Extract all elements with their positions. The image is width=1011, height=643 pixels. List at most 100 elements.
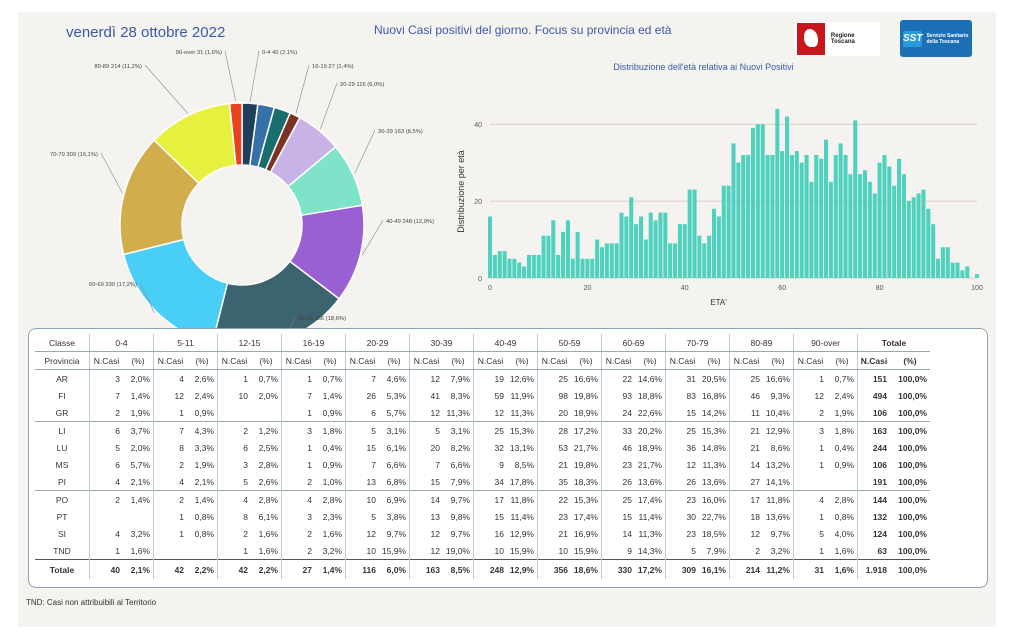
- total-pct-cell: 100,0%: [898, 442, 927, 453]
- histogram-bar: [624, 216, 629, 278]
- histogram-bar: [619, 212, 624, 278]
- ncasi-cell: 20: [409, 439, 443, 456]
- histogram-bar: [702, 243, 707, 278]
- ncasi-header: N.Casi: [473, 351, 507, 370]
- histogram-bar: [770, 154, 775, 278]
- ncasi-cell: 12: [409, 542, 443, 560]
- age-group-header: 5-11: [153, 334, 218, 352]
- total-pct-cell: 100,0%: [898, 528, 927, 539]
- pct-cell: 9,7%: [443, 490, 474, 508]
- histogram-bar: [950, 262, 955, 278]
- pct-cell: 7,9%: [450, 476, 470, 487]
- table-row: Totale 40 2,1% 42 2,2% 42 2,2% 27 1,4% 116 6,0% 163…: [35, 559, 930, 579]
- age-group-header: 16-19: [281, 334, 346, 352]
- age-group-header: 12-15: [217, 334, 282, 352]
- histogram-bar: [872, 193, 877, 278]
- pct-cell: 9,3%: [770, 390, 790, 401]
- ncasi-cell: 6: [89, 421, 123, 439]
- pct-cell: 11,3%: [446, 407, 470, 418]
- ncasi-cell: 6: [89, 456, 123, 473]
- pct-cell: 3,2%: [322, 545, 342, 556]
- pct-cell: 19,8%: [573, 390, 598, 401]
- pct-header: (%): [251, 351, 282, 370]
- ncasi-cell: 31: [793, 559, 827, 579]
- histogram-bar: [546, 235, 551, 278]
- ncasi-cell: 25: [537, 369, 571, 387]
- pct-cell: 13,2%: [765, 459, 790, 470]
- table-row: MS 6 5,7% 2 1,9% 3 2,8% 1 0,9% 7 6,6% 7 6,6% 9 8,5% 21 1…: [35, 456, 930, 473]
- pct-cell: 20,5%: [701, 373, 726, 384]
- ncasi-cell: 2: [281, 542, 315, 560]
- pct-cell: 2,5%: [258, 442, 278, 453]
- ncasi-cell: 25: [665, 421, 699, 439]
- pct-cell: 2,3%: [322, 511, 342, 522]
- histogram-bar: [487, 216, 493, 278]
- pct-cell: 16,0%: [699, 490, 730, 508]
- histogram-bar: [526, 254, 531, 278]
- pct-cell: 11,9%: [510, 390, 534, 401]
- classe-header: Classe: [35, 334, 90, 352]
- total-ncasi-cell: 494: [857, 387, 890, 404]
- histogram-bar: [599, 247, 605, 278]
- histogram-xtick-label: 20: [584, 285, 592, 292]
- histogram-bar: [755, 124, 760, 278]
- table-row: GR 2 1,9% 1 0,9% 1 0,9% 6 5,7% 12 11,3% 12 11,3% 20 18…: [35, 404, 930, 422]
- histogram-bar: [877, 162, 882, 278]
- ncasi-cell: 11: [729, 404, 763, 422]
- ncasi-cell: 12: [409, 404, 443, 422]
- histogram-bar: [522, 266, 527, 278]
- ncasi-cell: 1: [153, 508, 187, 525]
- age-group-header: 50-59: [537, 334, 602, 352]
- pct-cell: 1,6%: [258, 545, 278, 556]
- ncasi-cell: 2: [281, 525, 315, 542]
- pct-cell: 12,6%: [509, 373, 534, 384]
- ncasi-cell: 23: [537, 508, 571, 525]
- pct-cell: 11,8%: [507, 490, 538, 508]
- histogram-bar: [931, 224, 936, 278]
- histogram-bar: [692, 189, 697, 278]
- ncasi-cell: 34: [473, 473, 507, 491]
- histogram-bar: [604, 243, 609, 278]
- donut-slice-label: 0-4 40 (2,1%): [262, 50, 297, 56]
- ncasi-header: N.Casi: [793, 351, 827, 370]
- pct-cell: 15,9%: [509, 545, 534, 556]
- pct-cell: [827, 473, 858, 491]
- ncasi-cell: 15: [601, 508, 635, 525]
- ncasi-cell: 5: [345, 508, 379, 525]
- histogram-bar: [853, 120, 858, 278]
- ncasi-cell: 10: [217, 387, 251, 404]
- pct-cell: 19,0%: [445, 545, 470, 556]
- pct-cell: 2,8%: [315, 490, 346, 508]
- ncasi-cell: 3: [793, 421, 827, 439]
- histogram-ytick-label: 20: [474, 199, 482, 206]
- donut-leader-line: [320, 82, 338, 130]
- ncasi-header: N.Casi: [153, 351, 187, 370]
- donut-slice-label: 70-79 309 (16,1%): [50, 152, 98, 158]
- ncasi-cell: 1: [153, 404, 187, 422]
- pct-cell: 16,1%: [699, 559, 730, 579]
- ncasi-cell: 5: [665, 542, 699, 560]
- pct-cell: 1,8%: [315, 421, 346, 439]
- pct-cell: 2,0%: [258, 390, 278, 401]
- ncasi-cell: 12: [665, 456, 699, 473]
- histogram-bar: [955, 262, 960, 278]
- pct-cell: 3,8%: [386, 511, 406, 522]
- ncasi-header: N.Casi: [409, 351, 443, 370]
- pct-header: (%): [571, 351, 602, 370]
- ncasi-cell: 27: [729, 473, 763, 491]
- ncasi-cell: 4: [89, 473, 123, 491]
- pct-cell: 0,9%: [194, 407, 214, 418]
- province-name: LI: [35, 421, 90, 439]
- ncasi-cell: 15: [665, 404, 699, 422]
- ncasi-cell: 23: [665, 525, 699, 542]
- ncasi-cell: 2: [281, 473, 315, 491]
- table-row: PO 2 1,4% 2 1,4% 4 2,8% 4 2,8% 10 6,9% 14 9,7% 17 11,8…: [35, 490, 930, 508]
- pct-cell: 19,8%: [573, 459, 598, 470]
- pct-header: (%): [187, 351, 218, 370]
- pct-cell: 13,6%: [765, 511, 790, 522]
- pct-cell: 18,5%: [701, 528, 726, 539]
- histogram-ylabel: Distribuzione per età: [456, 150, 466, 233]
- ncasi-cell: 5: [89, 439, 123, 456]
- ncasi-header: N.Casi: [857, 351, 890, 370]
- histogram-bar: [531, 254, 536, 278]
